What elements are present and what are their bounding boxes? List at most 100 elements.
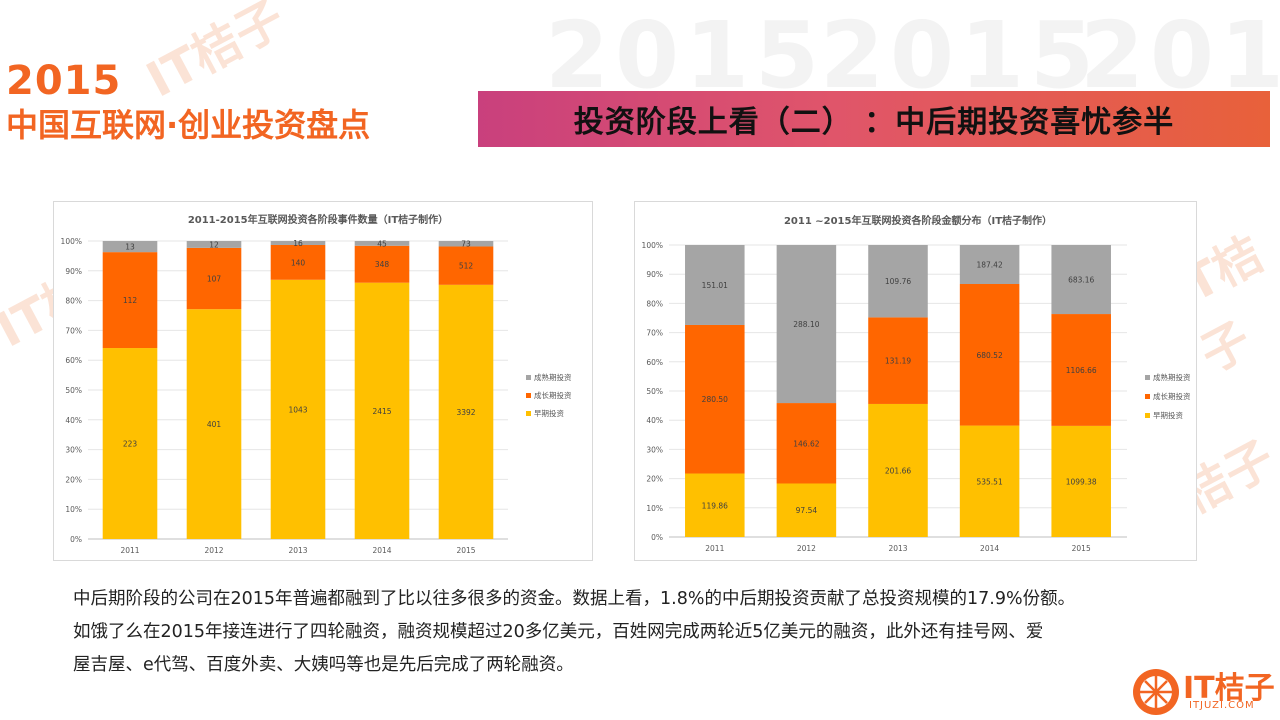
legend-label: 成长期投资 (1153, 391, 1191, 401)
description-text: 中后期阶段的公司在2015年普遍都融到了比以往多很多的资金。数据上看，1.8%的… (73, 583, 1263, 682)
legend-label: 成熟期投资 (534, 372, 572, 382)
y-tick-label: 100% (61, 237, 82, 246)
data-label: 683.16 (1068, 276, 1094, 285)
data-label: 119.86 (702, 501, 728, 510)
event-count-chart-svg: 2011-2015年互联网投资各阶段事件数量（IT桔子制作） 0% 10% 20% 30… (61, 213, 572, 555)
brand-name: IT桔子 (1183, 671, 1275, 706)
report-year: 2015 (6, 58, 122, 104)
data-label: 1099.38 (1066, 477, 1097, 486)
legend-swatch (1145, 375, 1150, 380)
amount-distribution-chart-svg: 2011 ~2015年互联网投资各阶段金额分布（IT桔子制作） 0% 10% 20% 3… (642, 214, 1191, 553)
description-line: 中后期阶段的公司在2015年普遍都融到了比以往多很多的资金。数据上看，1.8%的… (73, 589, 1076, 609)
bar-segment (354, 245, 410, 283)
data-label: 16 (293, 239, 303, 248)
bar-segment (959, 245, 1020, 284)
bar-segment (102, 348, 158, 539)
x-tick-label: 2014 (372, 546, 391, 555)
bar-segment (776, 245, 837, 404)
data-label: 45 (377, 239, 387, 248)
y-tick-label: 80% (65, 297, 82, 306)
y-tick-label: 90% (646, 270, 663, 279)
bar-segment (868, 403, 928, 537)
y-tick-label: 50% (65, 386, 82, 395)
bar-segment (270, 279, 326, 539)
legend-swatch (526, 375, 531, 380)
brand-logo: IT桔子 ITJUZI.COM (1133, 667, 1280, 719)
report-title: 中国互联网·创业投资盘点 (6, 106, 371, 144)
bar-segment (685, 473, 745, 537)
event-count-chart: 2011-2015年互联网投资各阶段事件数量（IT桔子制作） 0% 10% 20% 30… (53, 201, 593, 561)
x-tick-label: 2011 (705, 544, 724, 553)
data-label: 12 (209, 240, 219, 249)
section-banner: 投资阶段上看（二） ：中后期投资喜忧参半 (478, 91, 1270, 147)
section-banner-title: 投资阶段上看（二） ：中后期投资喜忧参半 (573, 105, 1175, 140)
bar-segment (438, 284, 494, 539)
data-label: 140 (291, 258, 306, 267)
y-tick-label: 70% (646, 329, 663, 338)
y-tick-label: 60% (65, 356, 82, 365)
data-label: 535.51 (976, 477, 1002, 486)
bar-segment (270, 244, 326, 280)
data-label: 146.62 (793, 439, 819, 448)
y-tick-label: 40% (646, 416, 663, 425)
bar-segment (685, 245, 745, 325)
x-tick-label: 2015 (1072, 544, 1091, 553)
bar-segment (1051, 245, 1111, 315)
data-label: 97.54 (796, 506, 818, 515)
data-label: 288.10 (793, 320, 819, 329)
bar-segment (270, 241, 326, 245)
x-tick-label: 2013 (288, 546, 307, 555)
bar-segment (186, 241, 242, 248)
legend-label: 成长期投资 (534, 390, 572, 400)
y-tick-label: 0% (651, 533, 663, 542)
description-line: 如饿了么在2015年接连进行了四轮融资，融资规模超过20多亿美元，百姓网完成两轮… (73, 622, 1044, 642)
y-tick-label: 40% (65, 416, 82, 425)
bar-segment (776, 403, 837, 484)
brand-url: ITJUZI.COM (1189, 700, 1255, 711)
bar-segment (102, 241, 158, 253)
x-tick-label: 2013 (888, 544, 907, 553)
y-tick-label: 90% (65, 267, 82, 276)
data-label: 187.42 (976, 260, 1002, 269)
y-tick-label: 70% (65, 326, 82, 335)
data-label: 512 (459, 262, 474, 271)
bar-segment (438, 241, 494, 247)
watermark-text: IT桔子 (137, 0, 294, 109)
y-tick-label: 50% (646, 387, 663, 396)
chart-title: 2011-2015年互联网投资各阶段事件数量（IT桔子制作） (188, 213, 448, 226)
data-label: 1043 (288, 405, 307, 414)
x-tick-label: 2012 (204, 546, 223, 555)
legend-label: 早期投资 (534, 408, 564, 418)
data-label: 1106.66 (1066, 366, 1097, 375)
legend-swatch (526, 393, 531, 398)
legend-label: 成熟期投资 (1153, 372, 1191, 382)
y-tick-label: 20% (65, 475, 82, 484)
bar-segment (438, 246, 494, 285)
y-tick-label: 0% (70, 535, 82, 544)
x-tick-label: 2011 (120, 546, 139, 555)
x-tick-label: 2015 (456, 546, 475, 555)
legend-swatch (1145, 394, 1150, 399)
bar-segment (959, 425, 1020, 537)
data-label: 112 (123, 296, 138, 305)
y-tick-label: 60% (646, 358, 663, 367)
bar-segment (1051, 425, 1111, 537)
y-tick-label: 30% (646, 445, 663, 454)
data-label: 223 (123, 440, 138, 449)
bar-segment (685, 324, 745, 474)
data-label: 401 (207, 420, 222, 429)
description-line: 屋吉屋、e代驾、百度外卖、大姨吗等也是先后完成了两轮融资。 (73, 655, 574, 675)
data-label: 73 (461, 240, 471, 249)
data-label: 13 (125, 243, 135, 252)
amount-distribution-chart: 2011 ~2015年互联网投资各阶段金额分布（IT桔子制作） 0% 10% 20% 3… (634, 201, 1197, 561)
data-label: 107 (207, 275, 222, 284)
x-tick-label: 2014 (980, 544, 999, 553)
data-label: 348 (375, 260, 390, 269)
bar-segment (959, 283, 1020, 426)
y-tick-label: 10% (65, 505, 82, 514)
y-tick-label: 20% (646, 475, 663, 484)
bar-segment (186, 309, 242, 539)
data-label: 151.01 (702, 281, 728, 290)
bar-segment (102, 252, 158, 349)
data-label: 131.19 (885, 357, 911, 366)
